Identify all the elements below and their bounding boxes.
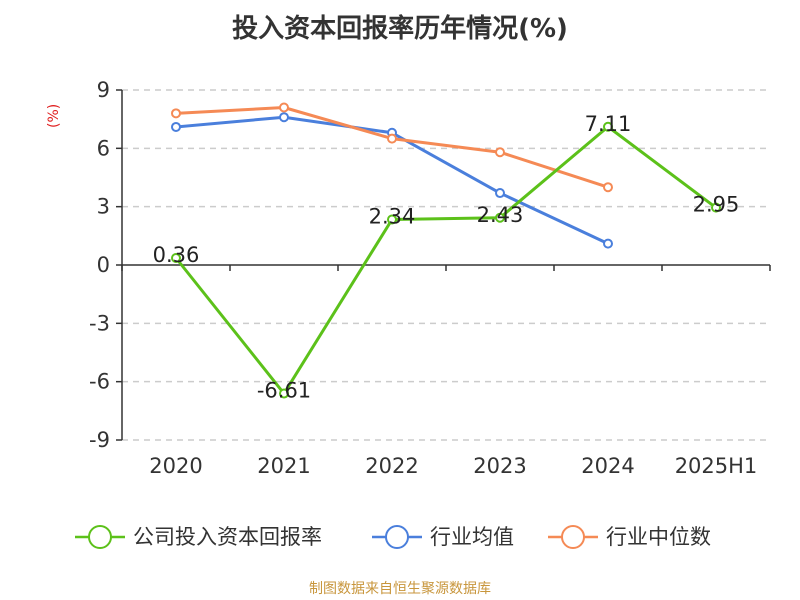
x-tick-label: 2025H1 (675, 454, 758, 478)
data-label: -6.61 (257, 379, 311, 403)
data-point (603, 182, 613, 193)
y-tick-label: 0 (97, 253, 110, 277)
grid-lines (122, 89, 770, 441)
data-point (171, 108, 181, 119)
series-line (175, 106, 609, 189)
data-point (603, 121, 613, 132)
y-tick-label: -9 (89, 428, 110, 452)
data-point (495, 188, 505, 199)
legend-circle-icon (561, 525, 585, 549)
data-labels: 0.36 -6.61 2.34 2.43 7.11 2.95 (153, 112, 740, 403)
legend-label: 行业中位数 (606, 525, 711, 549)
legend-circle-icon (385, 525, 409, 549)
data-source-note: 制图数据来自恒生聚源数据库 (309, 581, 491, 597)
legend-item[interactable]: 公司投入资本回报率 (75, 525, 322, 549)
data-point (387, 214, 397, 225)
x-tick-label: 2024 (581, 454, 634, 478)
legend-label: 行业均值 (430, 525, 514, 549)
data-label: 7.11 (585, 112, 632, 136)
data-point (171, 253, 181, 263)
data-label: 2.43 (477, 203, 524, 227)
legend-circle-icon (88, 525, 112, 549)
series-line (174, 125, 717, 396)
data-point (279, 102, 289, 113)
x-tick-label: 2022 (365, 454, 418, 478)
data-point (711, 202, 721, 213)
legend[interactable]: 公司投入资本回报率 行业均值 行业中位数 (75, 525, 711, 549)
y-tick-label: 3 (97, 195, 110, 219)
chart-title: 投入资本回报率历年情况(%) (232, 14, 568, 44)
x-tick-label: 2021 (257, 454, 310, 478)
data-label: 2.34 (369, 205, 416, 229)
y-tick-label: -6 (89, 370, 110, 394)
data-point (495, 147, 505, 158)
y-tick-label: -3 (89, 311, 110, 335)
legend-item[interactable]: 行业均值 (372, 525, 514, 549)
data-point (171, 121, 181, 132)
legend-item[interactable]: 行业中位数 (548, 525, 711, 549)
data-point (603, 238, 613, 249)
legend-label: 公司投入资本回报率 (133, 525, 322, 549)
data-point (279, 112, 289, 123)
data-label: 0.36 (153, 243, 200, 267)
data-point (279, 388, 289, 399)
y-tick-label: 6 (97, 136, 110, 160)
x-tick-label: 2023 (473, 454, 526, 478)
data-label: 2.95 (693, 193, 740, 217)
data-point (495, 212, 505, 223)
y-tick-label: 9 (97, 78, 110, 102)
x-tick-label: 2020 (149, 454, 202, 478)
axes: 9 6 3 0 -3 -6 -9 2020 2021 2022 2023 2024 2025H1 (89, 78, 771, 478)
data-point (387, 133, 397, 144)
series-lines (171, 102, 721, 399)
